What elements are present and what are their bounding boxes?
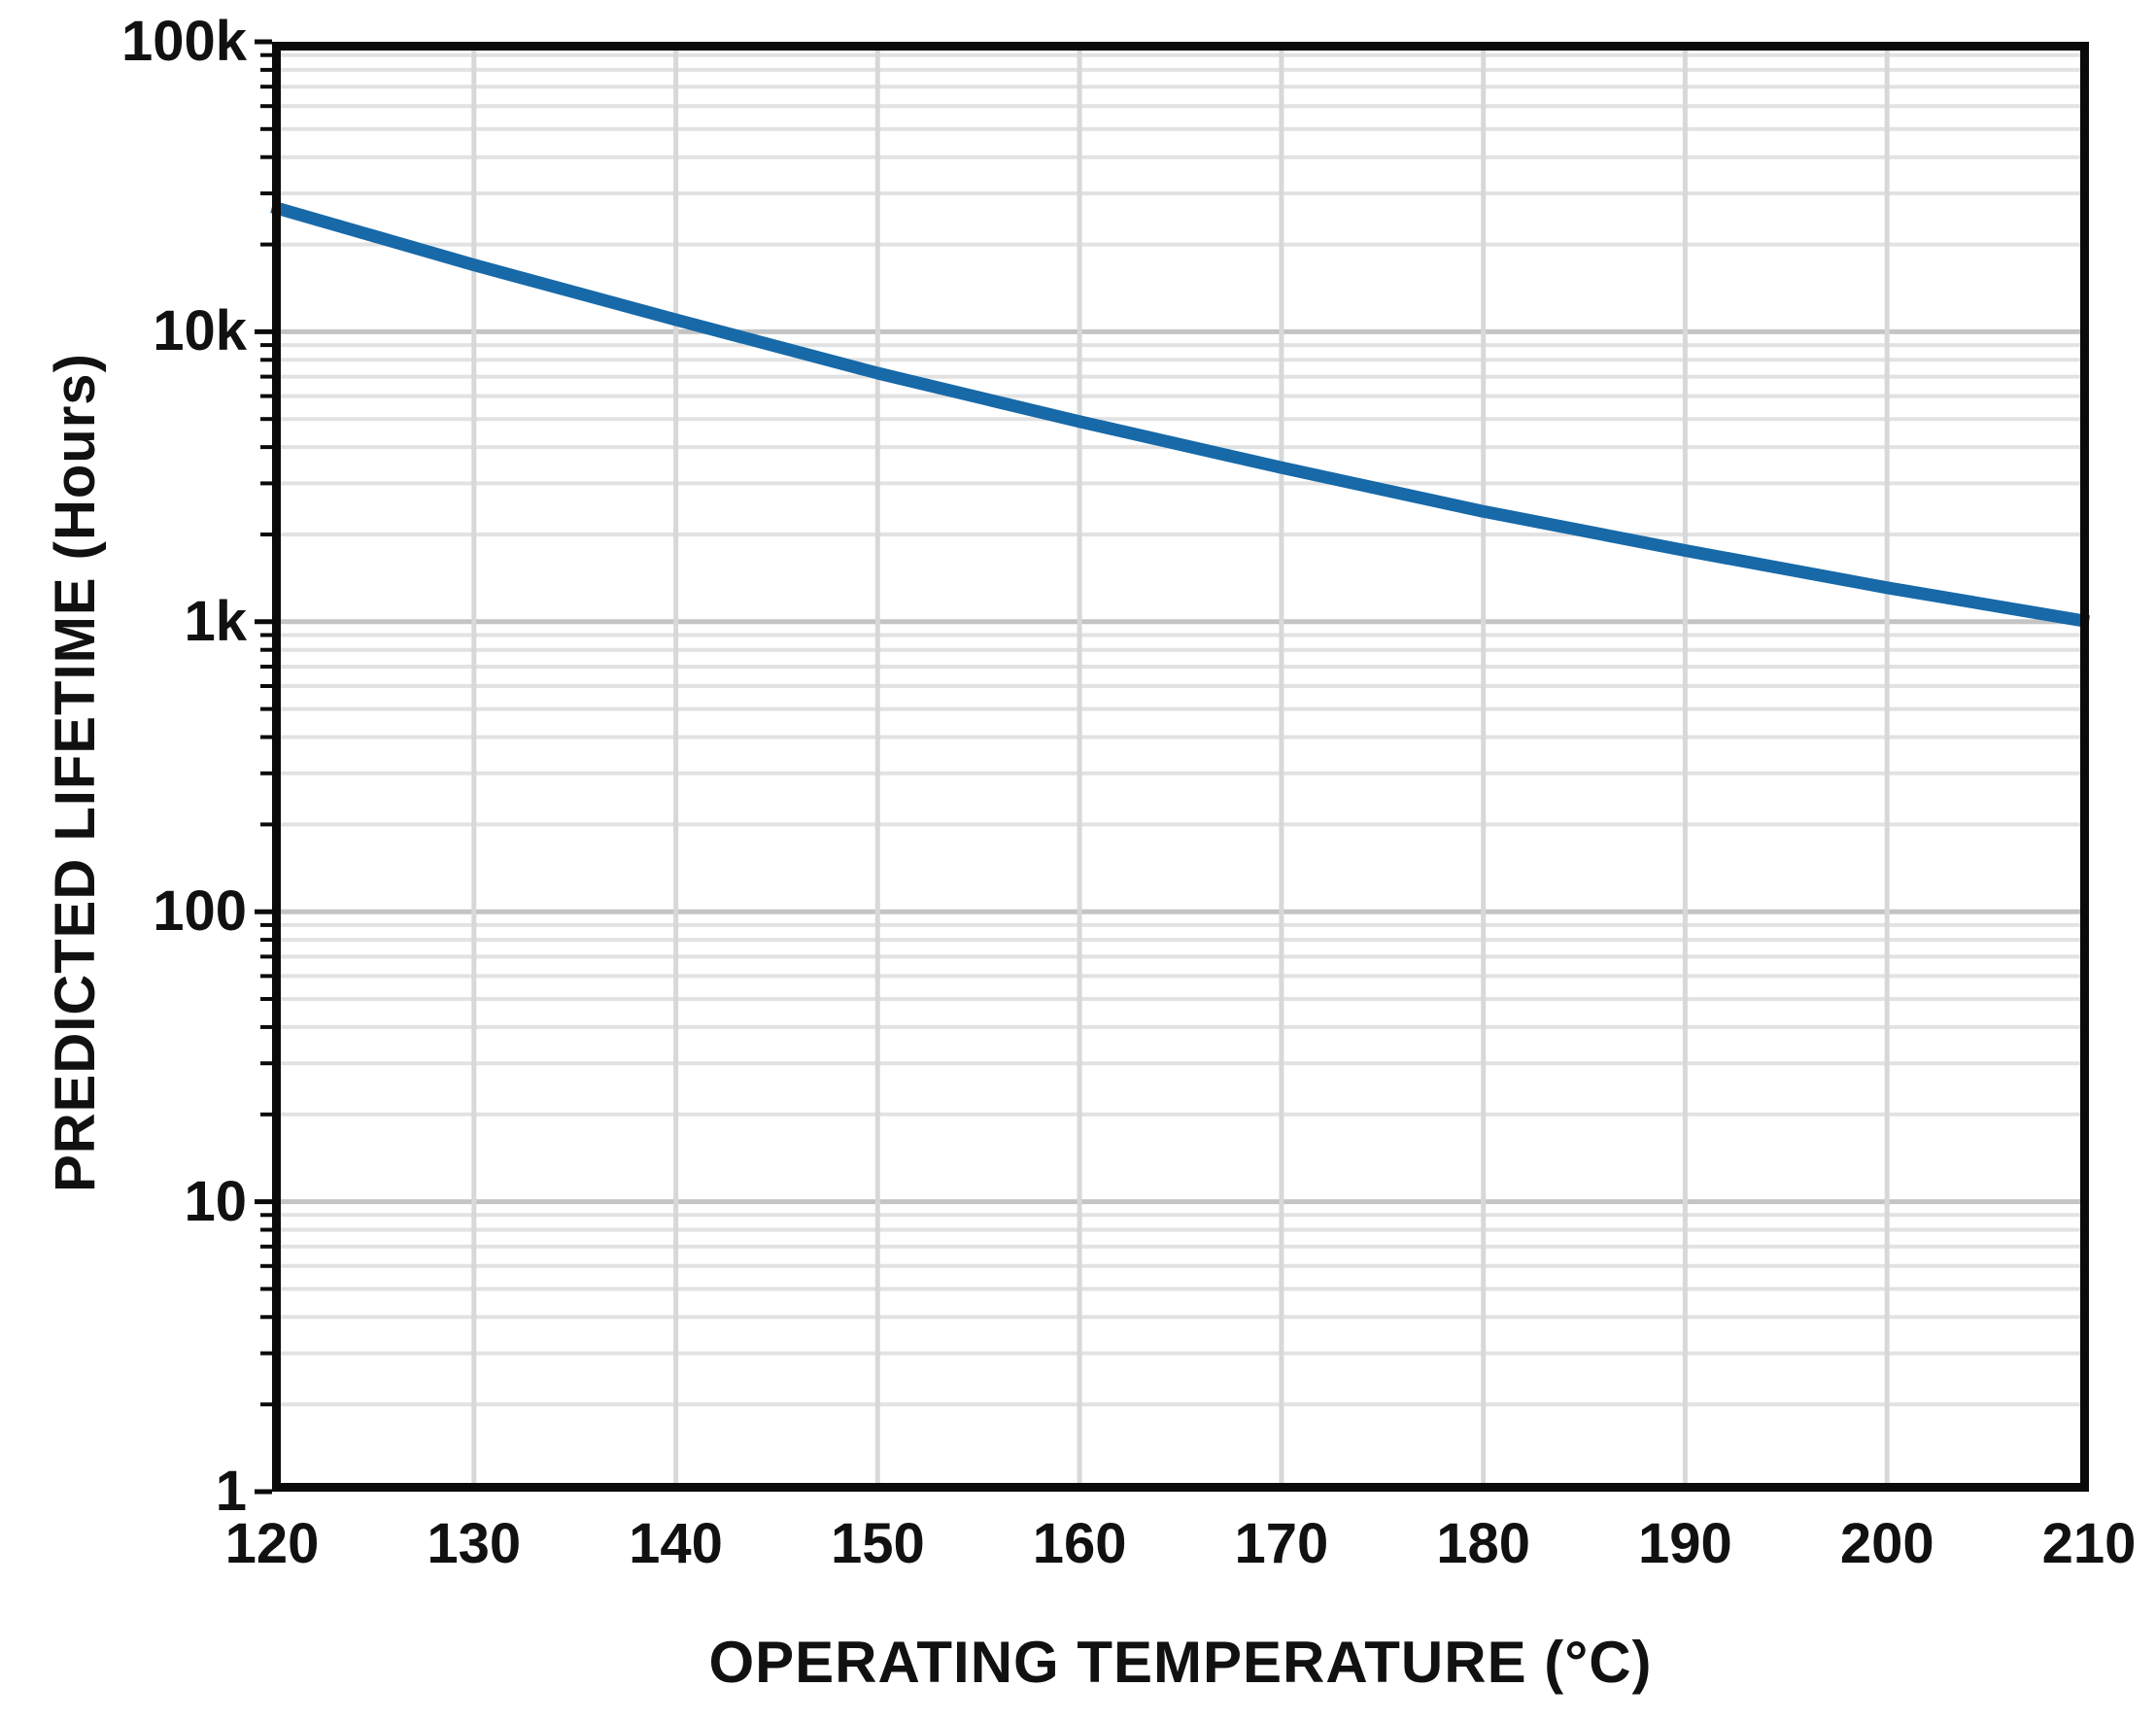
x-tick-label: 190	[1638, 1512, 1732, 1575]
x-tick-label: 120	[224, 1512, 320, 1575]
y-tick-label: 100k	[120, 10, 247, 73]
plot-frame	[272, 42, 2089, 1492]
y-tick-label: 100	[153, 879, 247, 944]
x-tick-label: 130	[427, 1512, 522, 1575]
y-tick-label: 1	[215, 1460, 247, 1523]
x-tick-label: 140	[629, 1512, 723, 1575]
y-tick-label: 1k	[184, 589, 247, 653]
lifetime-curve	[270, 200, 2091, 629]
x-tick-label: 160	[1032, 1512, 1127, 1575]
line-chart-canvas	[255, 39, 2091, 1495]
plot-area	[255, 39, 2091, 1495]
y-tick-label: 10	[184, 1169, 247, 1233]
y-axis-title: PREDICTED LIFETIME (Hours)	[44, 353, 107, 1192]
x-tick-label: 200	[1839, 1512, 1934, 1575]
y-tick-label: 10k	[153, 299, 247, 363]
x-tick-label: 180	[1436, 1512, 1531, 1575]
x-tick-label: 210	[2041, 1512, 2137, 1575]
x-tick-label: 170	[1234, 1512, 1329, 1575]
x-axis-title: OPERATING TEMPERATURE (°C)	[708, 1630, 1653, 1695]
x-tick-label: 150	[830, 1512, 925, 1575]
